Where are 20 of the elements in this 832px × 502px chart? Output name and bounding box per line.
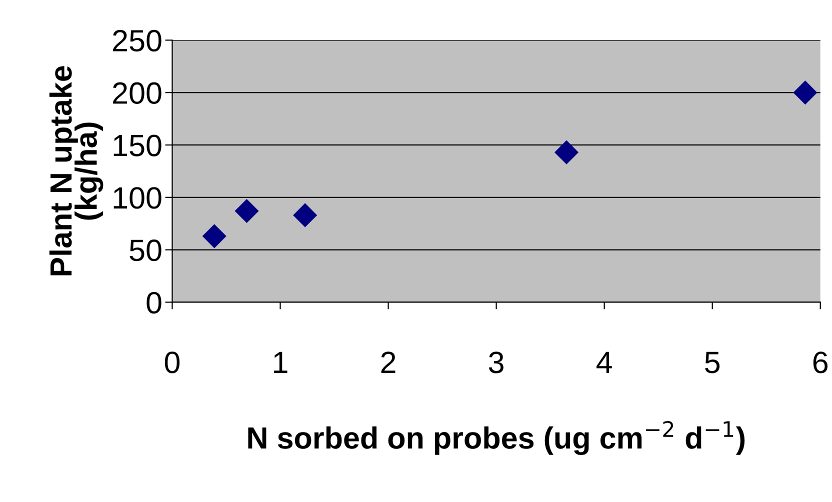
x-tick-label: 2 — [381, 352, 396, 373]
y-axis-title: Plant N uptake (kg/ha) — [49, 66, 104, 276]
x-tick-label: 1 — [274, 352, 288, 373]
y-tick-label: 250 — [113, 30, 162, 52]
y-tick-label: 150 — [114, 134, 162, 156]
point — [202, 224, 226, 248]
x-axis-title: N sorbed on probes (ug cm$^{−2}$ d$^{−1}$) — [248, 420, 745, 456]
point — [234, 198, 259, 224]
y-tick-label: 50 — [130, 240, 162, 262]
x-tick-label: 0 — [164, 352, 180, 374]
x-tick-label: 4 — [596, 352, 612, 373]
x-tick-label: 3 — [488, 352, 504, 374]
point — [793, 80, 818, 105]
point — [554, 140, 579, 164]
x-tick-label: 6 — [813, 352, 828, 374]
y-tick-label: 100 — [114, 187, 162, 209]
x-tick-label: 5 — [705, 352, 720, 374]
point — [293, 203, 318, 228]
y-tick-label: 0 — [146, 292, 162, 314]
y-tick-label: 200 — [113, 82, 162, 104]
